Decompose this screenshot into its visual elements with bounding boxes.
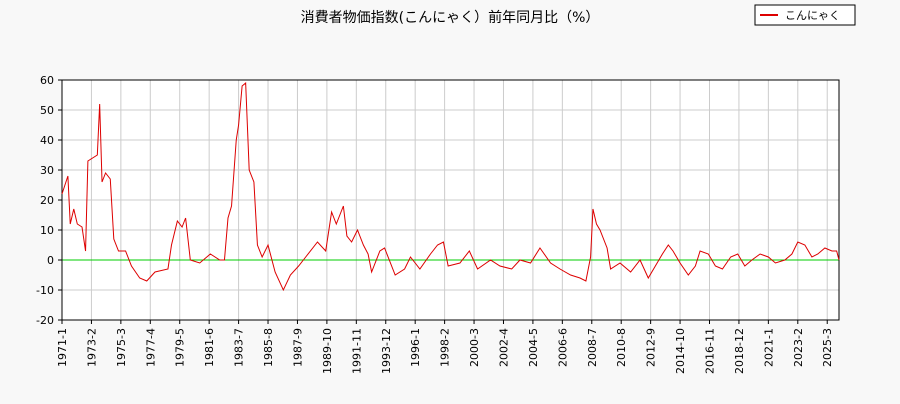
chart-title: 消費者物価指数(こんにゃく）前年同月比（%） [301,9,600,26]
data-line [61,81,840,292]
x-tick-label: 2025-3 [821,328,834,367]
x-tick-label: 1981-6 [203,328,216,367]
x-tick-label: 1979-5 [174,328,187,367]
y-tick-label: 60 [40,74,54,87]
x-tick-label: 1983-7 [233,328,246,367]
x-tick-label: 1996-1 [409,328,422,367]
x-tick-label: 2002-4 [497,328,510,367]
x-tick-label: 2004-5 [527,328,540,367]
y-tick-label: -10 [36,284,54,297]
x-tick-label: 2023-2 [792,328,805,367]
x-tick-label: 1989-10 [321,328,334,374]
y-tick-label: 20 [40,194,54,207]
x-tick-label: 1998-2 [439,328,452,367]
y-tick-label: 0 [47,254,54,267]
y-tick-label: 30 [40,164,54,177]
x-tick-label: 1991-11 [350,328,363,374]
x-tick-label: 2010-8 [615,328,628,367]
y-tick-label: 50 [40,104,54,117]
y-tick-label: 10 [40,224,54,237]
x-tick-label: 1971-1 [56,328,69,367]
legend-box [754,4,856,26]
x-tick-label: 2006-6 [556,328,569,367]
x-tick-label: 2014-10 [674,328,687,374]
x-tick-label: 1985-8 [262,328,275,367]
x-tick-label: 2012-9 [645,328,658,367]
legend-label: こんにゃく [785,9,840,22]
x-tick-label: 1987-9 [291,328,304,367]
y-tick-label: -20 [36,314,54,327]
x-tick-label: 2018-12 [733,328,746,374]
x-tick-label: 2021-1 [762,328,775,367]
x-tick-label: 1973-2 [85,328,98,367]
x-tick-label: 2008-7 [586,328,599,367]
x-tick-label: 1975-3 [115,328,128,367]
x-tick-label: 2016-11 [704,328,717,374]
x-tick-label: 1977-4 [144,328,157,367]
x-tick-label: 1993-12 [380,328,393,374]
y-tick-label: 40 [40,134,54,147]
plot-frame [61,79,840,321]
x-tick-label: 2000-3 [468,328,481,367]
